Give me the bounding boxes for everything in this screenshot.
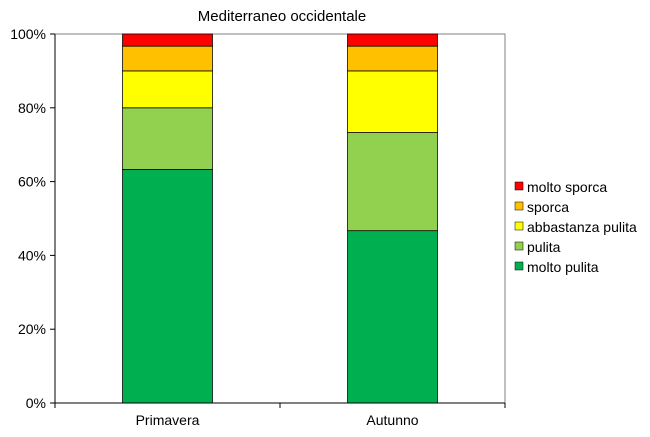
legend-label: sporca [527,199,569,215]
y-tick-label: 40% [18,247,46,263]
y-tick-label: 80% [18,100,46,116]
bar-segment [122,33,213,47]
legend-swatch [514,261,524,271]
legend-label: pulita [527,239,561,255]
legend: molto sporca sporca abbastanza pulita pulit… [514,179,637,275]
legend-label: molto sporca [527,179,607,195]
legend-label: molto pulita [527,259,599,275]
x-tick-label: Primavera [136,412,200,428]
bar-segment [122,169,213,404]
y-tick-label: 100% [10,26,46,42]
y-axis: 0% 20% 40% 60% 80% 100% [10,26,56,411]
bar-segment [347,70,438,133]
y-tick-label: 0% [26,395,46,411]
x-tick-label: Autunno [366,412,418,428]
legend-label: abbastanza pulita [527,219,637,235]
chart-title: Mediterraneo occidentale [198,8,366,25]
legend-swatch [514,221,524,231]
bar-segment [122,45,213,72]
legend-swatch [514,181,524,191]
bar-segment [347,230,438,404]
x-axis: Primavera Autunno [54,402,506,428]
bars-group [122,33,438,404]
y-tick-label: 60% [18,174,46,190]
bar-segment [122,107,213,170]
y-tick-label: 20% [18,321,46,337]
legend-swatch [514,241,524,251]
legend-swatch [514,201,524,211]
bar-segment [347,132,438,232]
bar-segment [122,70,213,109]
bar-segment [347,45,438,72]
bar-segment [347,33,438,47]
